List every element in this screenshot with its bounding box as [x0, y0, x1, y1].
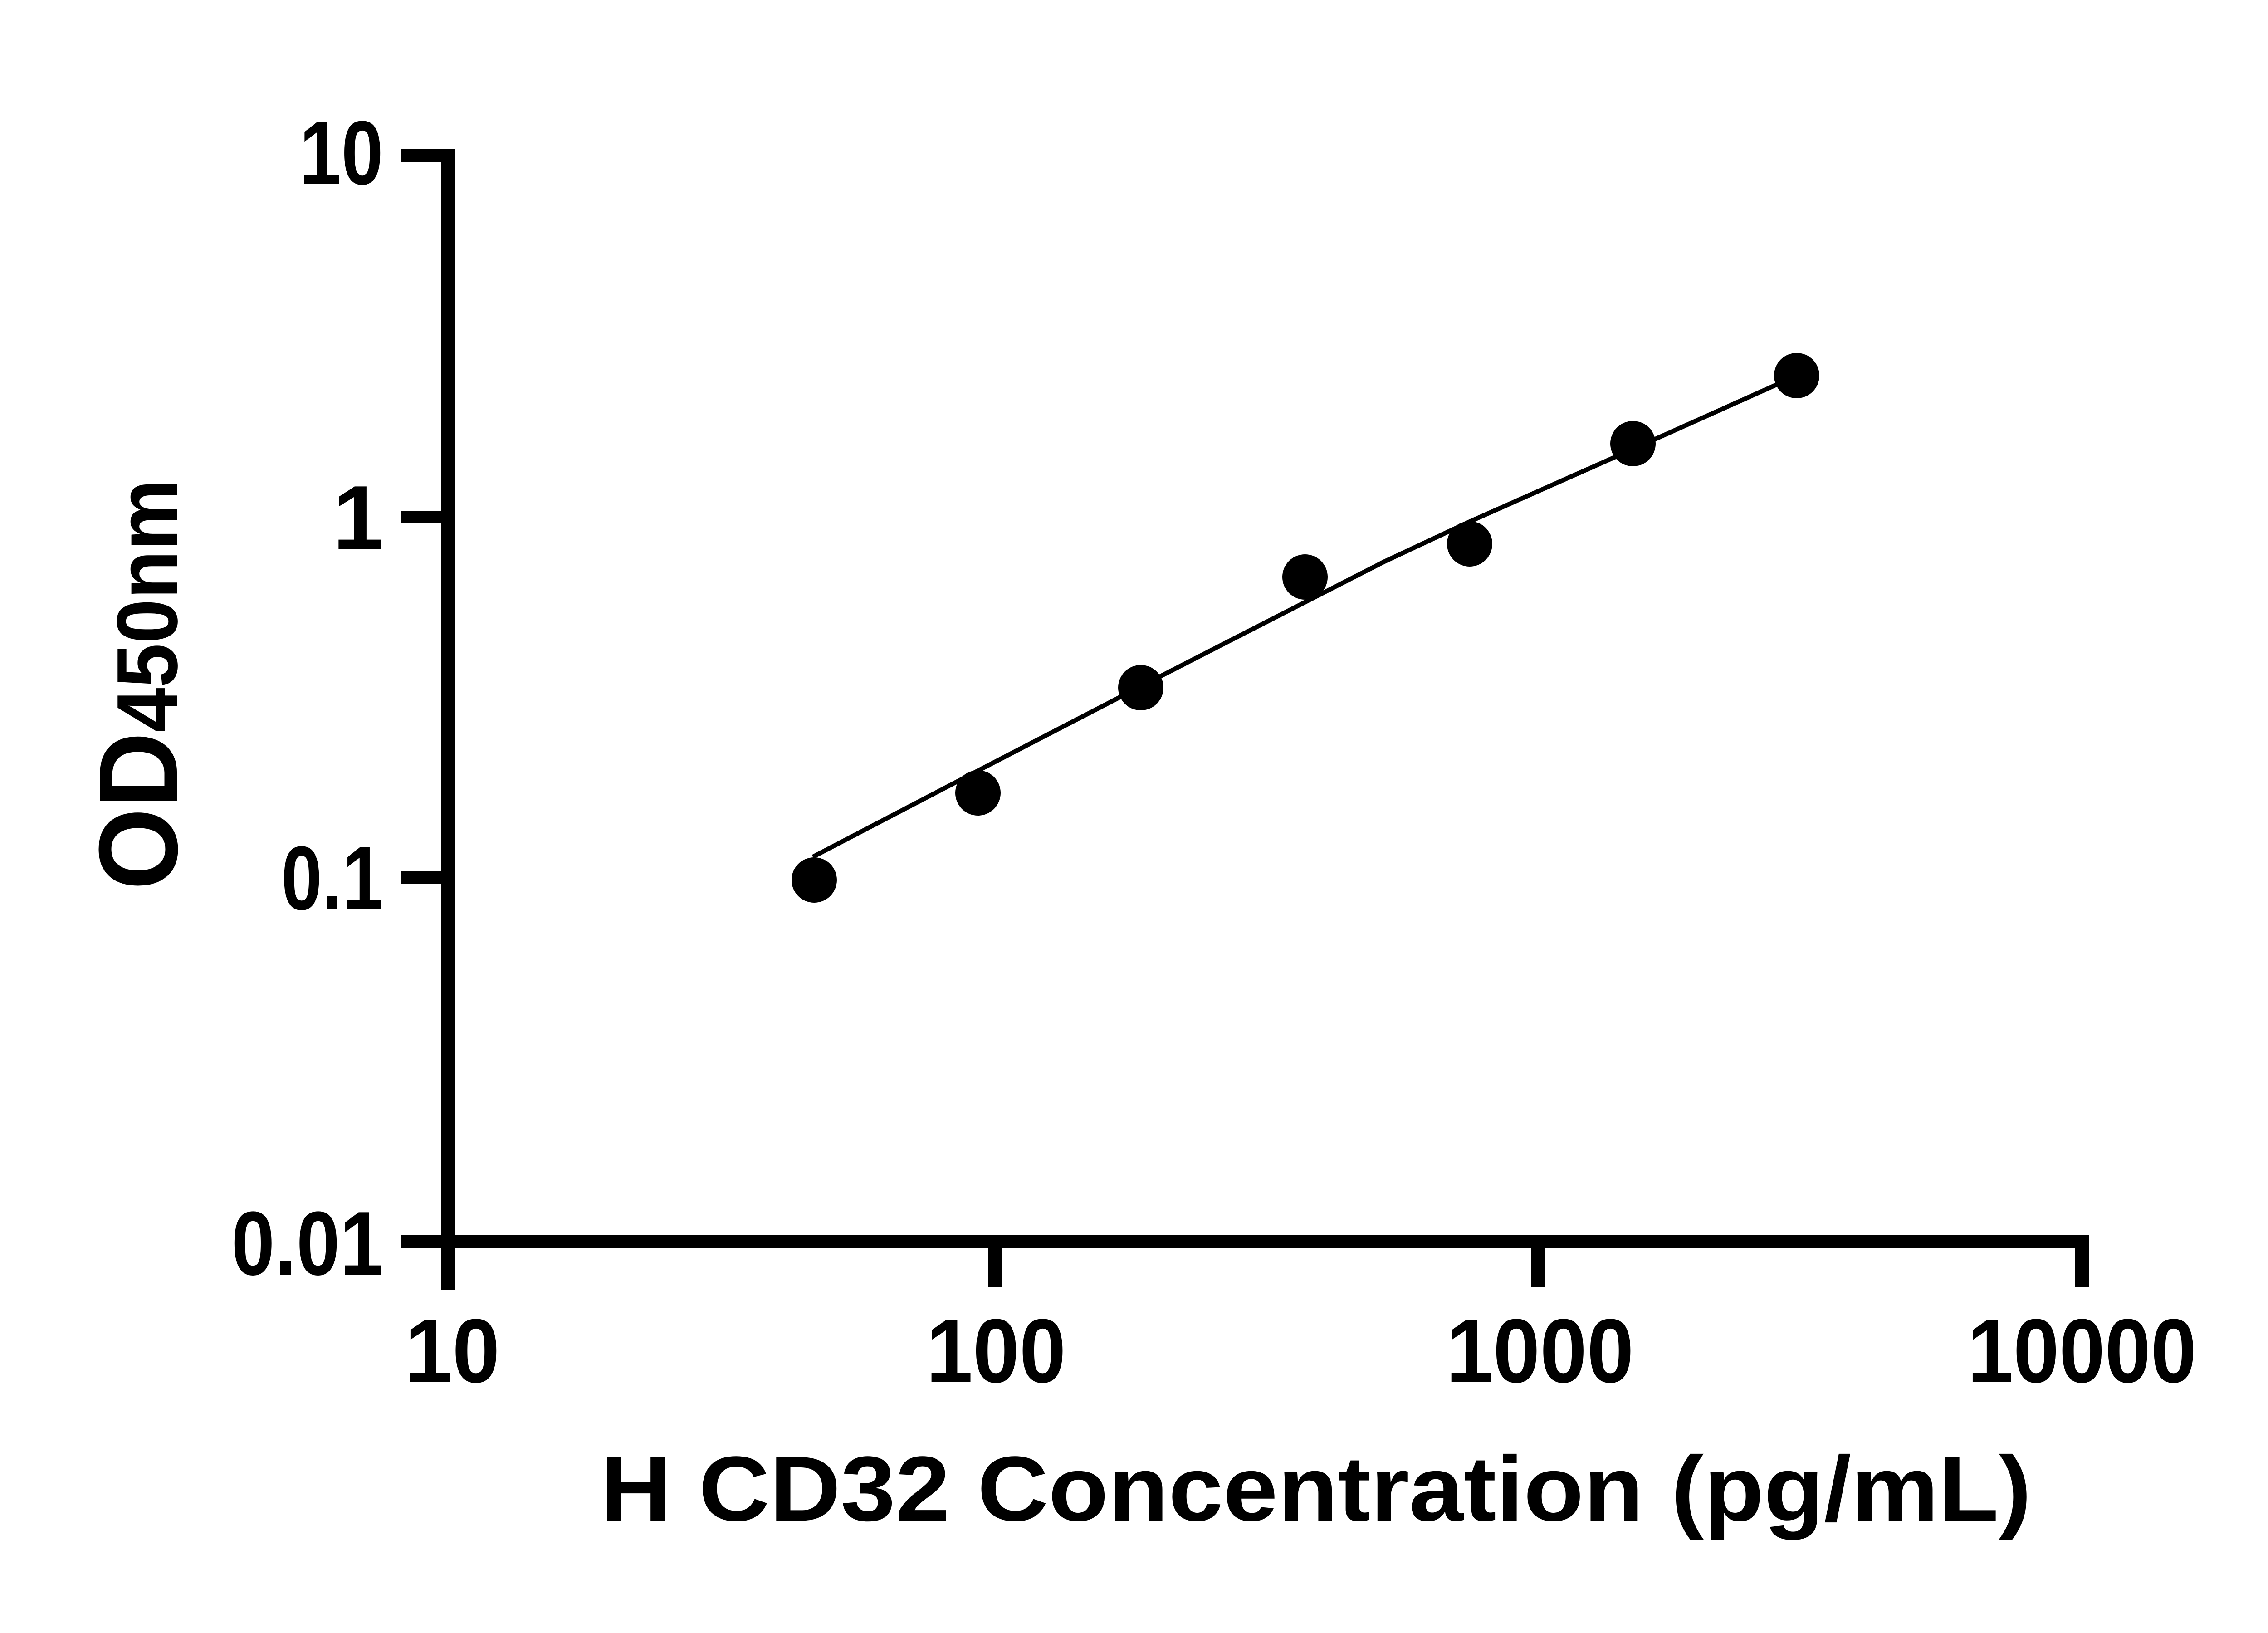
- svg-text:H CD32 Concentration (pg/mL): H CD32 Concentration (pg/mL): [601, 1437, 2032, 1540]
- svg-text:10: 10: [299, 103, 383, 204]
- svg-text:OD: OD: [76, 732, 201, 890]
- svg-text:0.1: 0.1: [281, 828, 383, 929]
- svg-text:10: 10: [405, 1301, 500, 1402]
- svg-text:10000: 10000: [1968, 1301, 2197, 1402]
- svg-text:1: 1: [333, 467, 383, 568]
- svg-text:450nm: 450nm: [99, 479, 196, 732]
- svg-text:0.01: 0.01: [231, 1193, 383, 1294]
- svg-text:1000: 1000: [1446, 1301, 1634, 1402]
- svg-text:100: 100: [926, 1301, 1066, 1402]
